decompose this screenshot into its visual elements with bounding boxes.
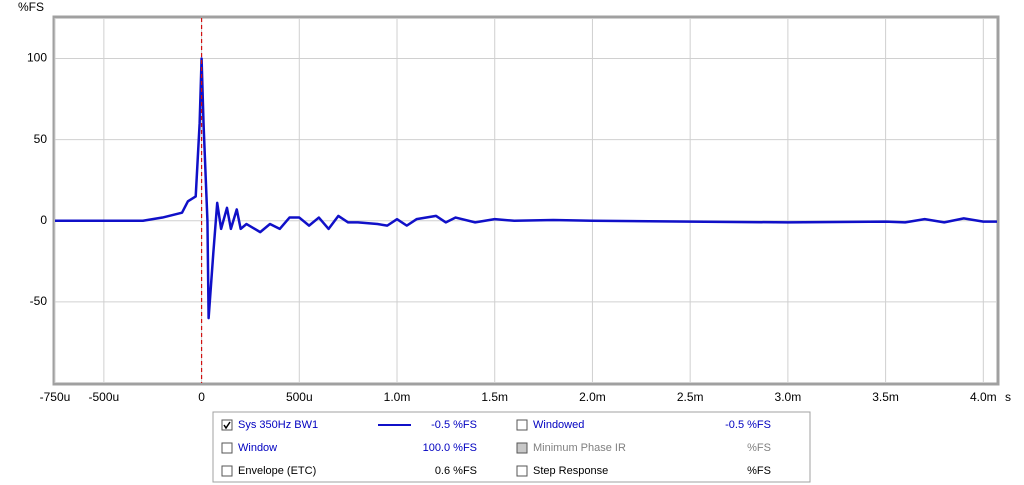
panel-value: -0.5 %FS (725, 419, 771, 431)
panel-value: -0.5 %FS (431, 419, 477, 431)
x-tick-label: -750u (40, 390, 71, 404)
y-tick-label: 100 (27, 51, 47, 65)
x-tick-label: -500u (89, 390, 120, 404)
plot-frame (52, 15, 1000, 386)
y-tick-label: 0 (40, 213, 47, 227)
y-tick-label: -50 (30, 294, 48, 308)
checkbox[interactable] (516, 419, 528, 431)
panel-label: Windowed (533, 419, 584, 431)
x-tick-label: 3.5m (872, 390, 899, 404)
x-tick-label: 3.0m (775, 390, 802, 404)
x-tick-label: 500u (286, 390, 313, 404)
checkbox[interactable] (221, 419, 233, 431)
x-tick-label: 0 (198, 390, 205, 404)
panel-label: Envelope (ETC) (238, 465, 316, 477)
panel-label: Step Response (533, 465, 608, 477)
x-axis-unit: s (1005, 390, 1011, 404)
checkbox[interactable] (516, 442, 528, 454)
checkbox[interactable] (221, 442, 233, 454)
y-tick-label: 50 (34, 132, 48, 146)
series-line (55, 57, 997, 320)
x-tick-label: 2.5m (677, 390, 704, 404)
panel-value: %FS (747, 465, 771, 477)
x-tick-label: 2.0m (579, 390, 606, 404)
x-tick-label: 4.0m (970, 390, 997, 404)
panel-label: Window (238, 442, 277, 454)
x-tick-label: 1.5m (481, 390, 508, 404)
y-axis-label: %FS (18, 0, 44, 14)
legend-panel (212, 411, 811, 483)
checkbox[interactable] (221, 465, 233, 477)
panel-label: Sys 350Hz BW1 (238, 419, 318, 431)
panel-value: 100.0 %FS (423, 442, 477, 454)
panel-value: %FS (747, 442, 771, 454)
panel-value: 0.6 %FS (435, 465, 477, 477)
panel-label: Minimum Phase IR (533, 442, 626, 454)
checkbox[interactable] (516, 465, 528, 477)
x-tick-label: 1.0m (384, 390, 411, 404)
checkmark (223, 421, 231, 430)
